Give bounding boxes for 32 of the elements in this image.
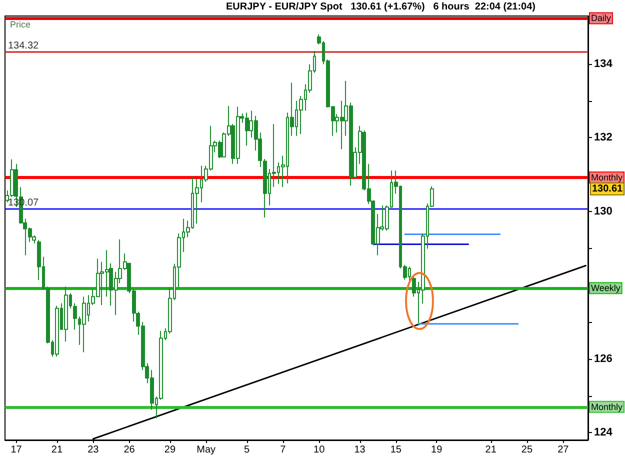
- y-axis-title: Price: [10, 20, 31, 30]
- candlestick: [55, 305, 59, 358]
- x-tick-label: 25: [521, 444, 533, 456]
- x-tick-label: 21: [51, 444, 63, 456]
- x-tick-label: May: [196, 444, 216, 456]
- x-tick-label: 5: [244, 444, 250, 456]
- x-tick-label: 10: [314, 444, 326, 456]
- ref-line-label: Daily: [591, 13, 612, 24]
- candlestick: [64, 286, 68, 342]
- candlestick: [263, 158, 267, 218]
- y-tick-label: 134: [594, 58, 614, 70]
- x-tick-label: 17: [10, 444, 22, 456]
- x-tick-label: 23: [88, 444, 100, 456]
- x-tick-label: 15: [390, 444, 402, 456]
- annotation: 134.32: [8, 40, 40, 52]
- y-tick-label: 130: [594, 205, 612, 218]
- annotation: 130.61: [592, 183, 624, 194]
- chart-title: EURJPY - EUR/JPY Spot 130.61 (+1.67%) 6 hours 22:04 (21:04): [226, 2, 536, 12]
- x-tick-label: 7: [280, 444, 286, 456]
- x-tick-label: 27: [558, 444, 570, 456]
- candlestick: [82, 296, 86, 353]
- x-tick-label: 21: [485, 444, 497, 456]
- x-tick-label: 13: [354, 444, 366, 456]
- ref-line-label: Monthly: [591, 172, 624, 182]
- ref-line-label: Weekly: [591, 283, 621, 294]
- y-tick-label: 126: [594, 352, 612, 365]
- y-tick-label: 132: [594, 132, 612, 144]
- x-tick-label: 29: [164, 444, 176, 456]
- y-tick-label: 124: [594, 426, 614, 439]
- x-tick-label: 26: [124, 444, 136, 456]
- ref-line-label: Monthly: [591, 402, 624, 412]
- x-tick-label: 19: [431, 444, 443, 456]
